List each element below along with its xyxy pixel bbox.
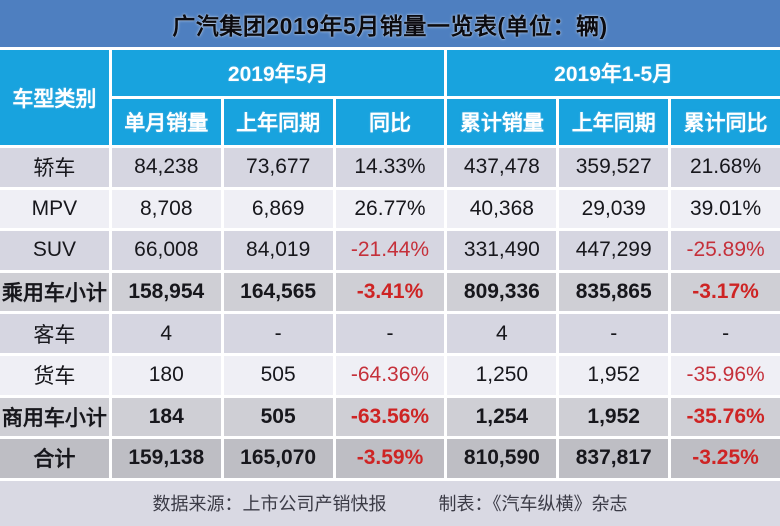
row-label: 乘用车小计: [0, 272, 109, 312]
table-cell: 1,254: [447, 397, 557, 437]
table-cell: -64.36%: [335, 355, 445, 395]
table-cell: -3.41%: [335, 272, 445, 312]
table-cell: -21.44%: [335, 231, 445, 270]
table-cell: 1,952: [559, 397, 669, 437]
table-cell: 29,039: [559, 189, 669, 229]
table-cell: 1,952: [559, 355, 669, 395]
row-label: 轿车: [0, 148, 109, 187]
table-cell: 809,336: [447, 272, 557, 312]
table-cell: 835,865: [559, 272, 669, 312]
table-cell: -: [223, 314, 333, 353]
table-cell: 837,817: [559, 439, 669, 478]
table-cell: -25.89%: [671, 231, 780, 270]
table-cell: 4: [111, 314, 221, 353]
table-cell: -3.59%: [335, 439, 445, 478]
table-cell: 6,869: [223, 189, 333, 229]
table-cell: 165,070: [223, 439, 333, 478]
credit-note: 制表：《汽车纵横》杂志: [438, 494, 628, 515]
group-header-may-2019: 2019年5月: [111, 50, 445, 96]
col-header-monthly-sales: 单月销量: [111, 99, 221, 145]
table-cell: 40,368: [447, 189, 557, 229]
page-title: 广汽集团2019年5月销量一览表(单位：辆): [172, 12, 608, 39]
col-header-cumulative-yoy-change: 累计同比: [671, 99, 780, 145]
table-cell: -35.76%: [671, 397, 780, 437]
table-cell: 180: [111, 355, 221, 395]
table-cell: -3.25%: [671, 439, 780, 478]
table-cell: 1,250: [447, 355, 557, 395]
table-cell: -35.96%: [671, 355, 780, 395]
table-cell: 164,565: [223, 272, 333, 312]
col-header-cumulative-sales: 累计销量: [447, 99, 557, 145]
table-cell: 331,490: [447, 231, 557, 270]
table-cell: 26.77%: [335, 189, 445, 229]
row-label: 合计: [0, 439, 109, 478]
table-cell: 84,019: [223, 231, 333, 270]
table-cell: 84,238: [111, 148, 221, 187]
table-cell: 158,954: [111, 272, 221, 312]
table-cell: 505: [223, 355, 333, 395]
table-cell: 437,478: [447, 148, 557, 187]
footer-bar: 数据来源：上市公司产销快报 制表：《汽车纵横》杂志: [0, 480, 780, 526]
corner-header-vehicle-category: 车型类别: [0, 50, 109, 145]
table-cell: 21.68%: [671, 148, 780, 187]
row-label: 客车: [0, 314, 109, 353]
table-cell: 39.01%: [671, 189, 780, 229]
table-cell: 159,138: [111, 439, 221, 478]
row-label: MPV: [0, 189, 109, 229]
col-header-prev-year-same-month: 上年同期: [223, 99, 333, 145]
table-cell: -63.56%: [335, 397, 445, 437]
col-header-yoy-change: 同比: [335, 99, 445, 145]
group-header-jan-to-may-2019: 2019年1-5月: [447, 50, 780, 96]
sales-table: 车型类别 2019年5月 2019年1-5月 单月销量 上年同期 同比 累计销量…: [0, 50, 780, 478]
row-label: SUV: [0, 231, 109, 270]
table-cell: -3.17%: [671, 272, 780, 312]
table-cell: 66,008: [111, 231, 221, 270]
col-header-prev-year-cumulative: 上年同期: [559, 99, 669, 145]
title-bar: 广汽集团2019年5月销量一览表(单位：辆): [0, 0, 780, 47]
row-label: 货车: [0, 355, 109, 395]
table-cell: 447,299: [559, 231, 669, 270]
table-cell: 73,677: [223, 148, 333, 187]
table-cell: 184: [111, 397, 221, 437]
row-label: 商用车小计: [0, 397, 109, 437]
table-cell: 505: [223, 397, 333, 437]
table-cell: 810,590: [447, 439, 557, 478]
table-cell: 4: [447, 314, 557, 353]
table-cell: 8,708: [111, 189, 221, 229]
table-cell: -: [335, 314, 445, 353]
table-cell: -: [559, 314, 669, 353]
table-cell: -: [671, 314, 780, 353]
table-cell: 359,527: [559, 148, 669, 187]
data-source-note: 数据来源：上市公司产销快报: [152, 494, 387, 515]
table-cell: 14.33%: [335, 148, 445, 187]
